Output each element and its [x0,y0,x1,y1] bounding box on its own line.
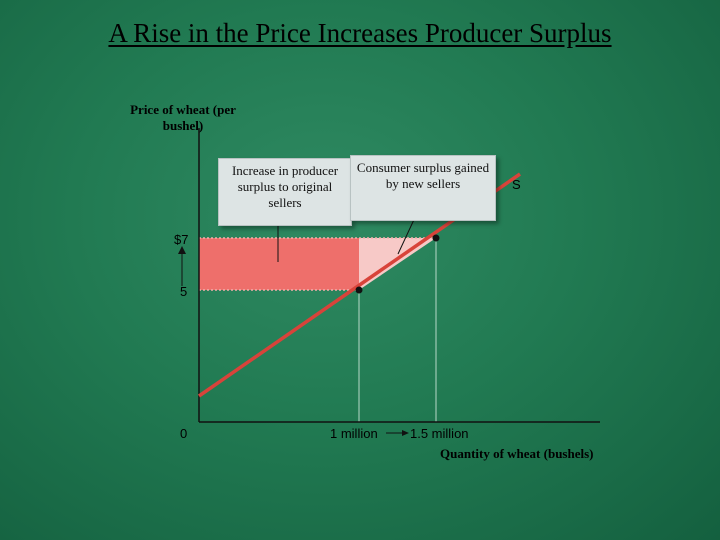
point-original [355,286,363,294]
producer-surplus-increase-area [199,238,359,290]
callout-new-sellers: Consumer surplus gained by new sellers [350,155,496,221]
y-tick-low: 5 [180,284,188,299]
y-tick-high: $7 [174,232,189,247]
point-new [432,234,440,242]
supply-curve-label: S [512,177,521,192]
x-axis-label: Quantity of wheat (bushels) [440,446,594,461]
price-rise-arrowhead-icon [178,246,186,254]
slide-title: A Rise in the Price Increases Producer S… [108,18,612,48]
callout-producer-surplus: Increase in producer surplus to original… [218,158,352,226]
origin-label: 0 [180,426,188,441]
x-tick-first: 1 million [330,426,378,441]
quantity-rise-arrowhead-icon [402,430,409,436]
new-sellers-surplus-area [359,238,436,290]
x-tick-second: 1.5 million [410,426,469,441]
y-axis-label: Price of wheat (per bushel) [130,102,236,133]
